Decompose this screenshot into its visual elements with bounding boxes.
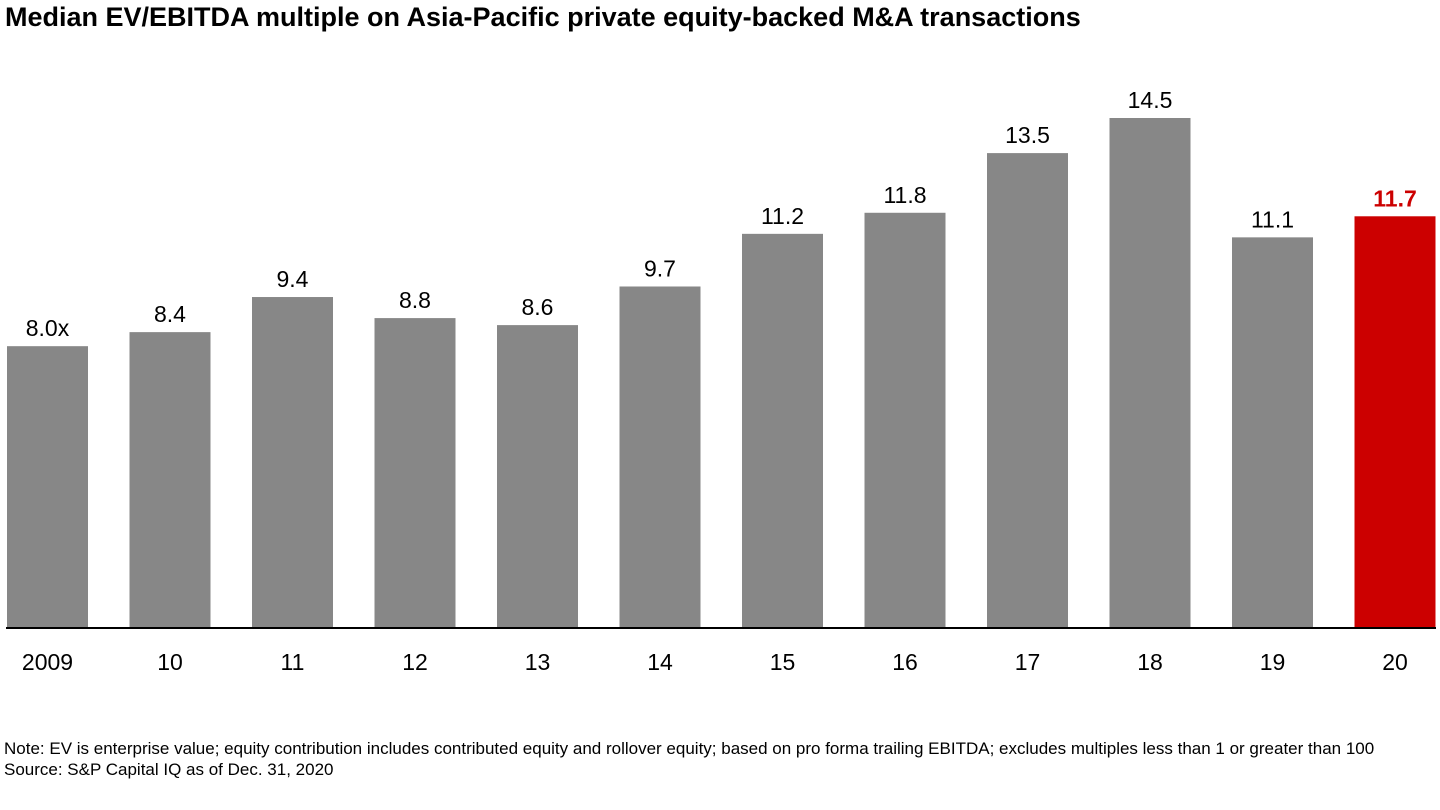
x-tick-label-11: 11 [281, 649, 305, 675]
bar-20 [1354, 216, 1436, 627]
value-label-2009: 8.0x [26, 315, 70, 341]
note-text: Note: EV is enterprise value; equity con… [4, 739, 1375, 758]
x-tick-label-18: 18 [1137, 649, 1163, 675]
x-tick-label-19: 19 [1260, 649, 1286, 675]
bar-11 [252, 297, 333, 627]
chart-title: Median EV/EBITDA multiple on Asia-Pacifi… [5, 2, 1081, 32]
bar-19 [1232, 237, 1313, 627]
value-label-10: 8.4 [154, 301, 186, 327]
bar-12 [374, 318, 456, 627]
x-tick-label-12: 12 [402, 649, 428, 675]
x-tick-label-14: 14 [647, 649, 673, 675]
bar-14 [619, 286, 701, 627]
bar-16 [864, 212, 946, 628]
chart-footnote: Note: EV is enterprise value; equity con… [4, 738, 1424, 780]
x-tick-label-15: 15 [770, 649, 796, 675]
bar-18 [1109, 118, 1191, 627]
x-tick-label-17: 17 [1015, 649, 1041, 675]
x-tick-labels-group: 2009 10 11 12 13 14 15 16 17 18 19 20 [22, 649, 1408, 675]
value-label-20: 11.7 [1373, 185, 1417, 211]
x-tick-label-2009: 2009 [22, 649, 73, 675]
value-label-11: 9.4 [277, 266, 309, 292]
x-tick-label-13: 13 [525, 649, 551, 675]
value-label-13: 8.6 [522, 294, 554, 320]
value-label-14: 9.7 [644, 255, 676, 281]
value-label-16: 11.8 [883, 182, 926, 208]
value-label-12: 8.8 [399, 287, 431, 313]
x-tick-label-16: 16 [892, 649, 918, 675]
x-tick-label-20: 20 [1382, 649, 1408, 675]
value-label-15: 11.2 [761, 203, 804, 229]
bar-2009 [7, 346, 88, 627]
x-tick-label-10: 10 [157, 649, 183, 675]
value-label-19: 11.1 [1251, 206, 1294, 232]
bar-13 [497, 325, 578, 627]
value-label-18: 14.5 [1128, 87, 1173, 113]
value-label-17: 13.5 [1005, 122, 1050, 148]
bar-10 [129, 332, 211, 627]
bar-chart: 8.0x 8.4 9.4 8.8 8.6 9.7 11.2 11.8 13.5 14.5 11.1 1… [6, 87, 1436, 675]
source-text: Source: S&P Capital IQ as of Dec. 31, 20… [4, 760, 334, 779]
bar-15 [742, 233, 823, 628]
value-labels-group: 8.0x 8.4 9.4 8.8 8.6 9.7 11.2 11.8 13.5 14.5 11.1 1… [26, 87, 1417, 341]
bar-17 [987, 153, 1068, 627]
bars-group [7, 118, 1436, 628]
